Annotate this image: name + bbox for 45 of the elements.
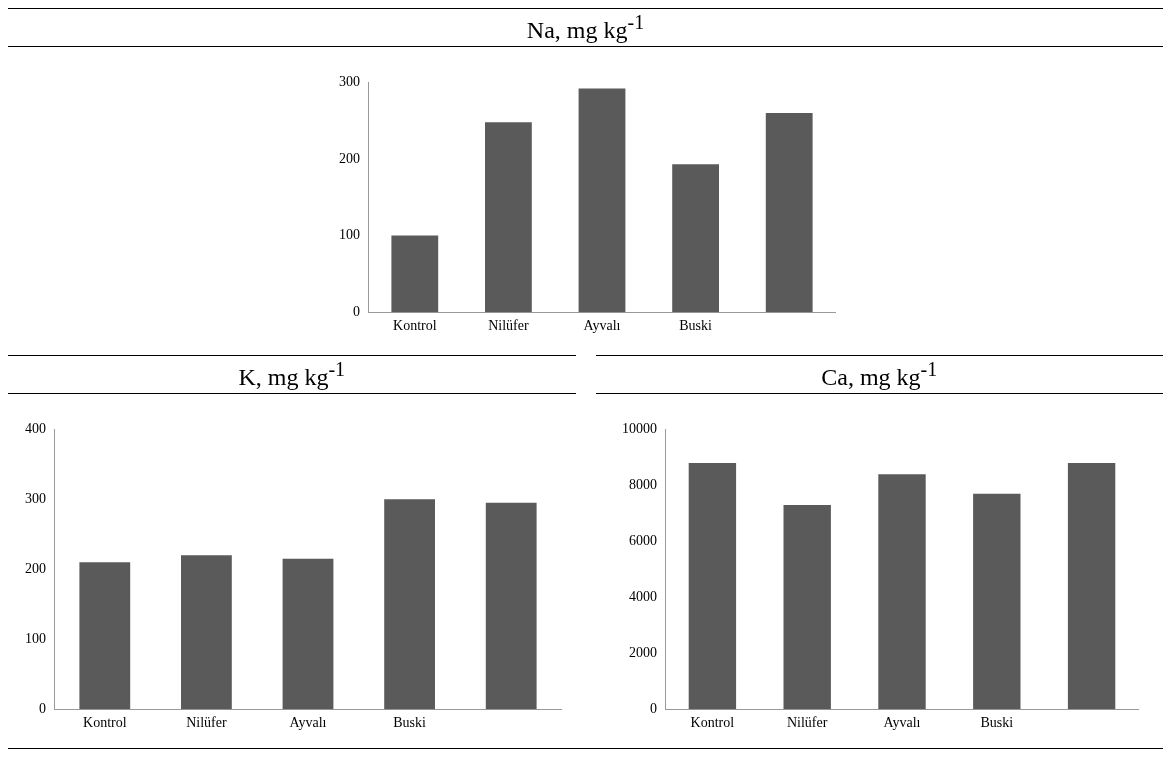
x-tick-label: Nilüfer: [185, 715, 227, 731]
bar: [688, 462, 737, 710]
y-tick-label: 4000: [629, 588, 658, 604]
x-tick-label: Ayvalı: [289, 715, 327, 731]
bar: [79, 562, 130, 710]
x-tick-label: Kontrol: [82, 715, 127, 731]
y-tick-label: 10000: [622, 421, 658, 437]
y-tick-label: 100: [338, 227, 360, 243]
bar: [578, 88, 625, 313]
x-tick-label: Nilüfer: [487, 318, 529, 334]
bar: [390, 235, 438, 313]
bar: [973, 493, 1021, 710]
bar: [878, 474, 926, 710]
chart-title: K, mg kg$^{-1}$: [8, 355, 576, 394]
y-tick-label: 300: [338, 74, 360, 90]
bar: [383, 499, 435, 710]
y-tick-label: 200: [24, 560, 46, 576]
x-tick-label: Kontrol: [392, 318, 437, 334]
x-tick-label: Kontrol: [690, 715, 735, 731]
chart-title: Na, mg kg$^{-1}$: [8, 8, 1163, 47]
y-tick-label: 2000: [629, 644, 658, 660]
y-tick-label: 8000: [629, 477, 658, 493]
y-tick-label: 400: [24, 421, 46, 437]
y-tick-label: 0: [352, 303, 360, 319]
x-tick-label: Nilüfer: [787, 715, 828, 731]
y-tick-label: 200: [338, 150, 360, 166]
bar: [485, 502, 537, 710]
y-tick-label: 100: [24, 630, 46, 646]
y-tick-label: 0: [650, 700, 658, 716]
x-tick-label: Buski: [393, 715, 426, 731]
y-tick-label: 300: [24, 491, 46, 507]
bar: [282, 558, 334, 710]
x-tick-label: Buski: [678, 318, 712, 334]
chart-title: Ca, mg kg$^{-1}$: [595, 355, 1163, 394]
bar: [484, 122, 532, 313]
x-tick-label: Ayvalı: [583, 318, 621, 334]
x-tick-label: Buski: [980, 715, 1014, 731]
bar: [783, 504, 832, 710]
bar: [1068, 462, 1116, 710]
x-tick-label: Ayvalı: [883, 715, 921, 731]
bar: [765, 113, 813, 313]
bar: [671, 164, 719, 313]
y-tick-label: 0: [38, 700, 46, 716]
bar: [180, 555, 232, 710]
y-tick-label: 6000: [629, 532, 658, 548]
